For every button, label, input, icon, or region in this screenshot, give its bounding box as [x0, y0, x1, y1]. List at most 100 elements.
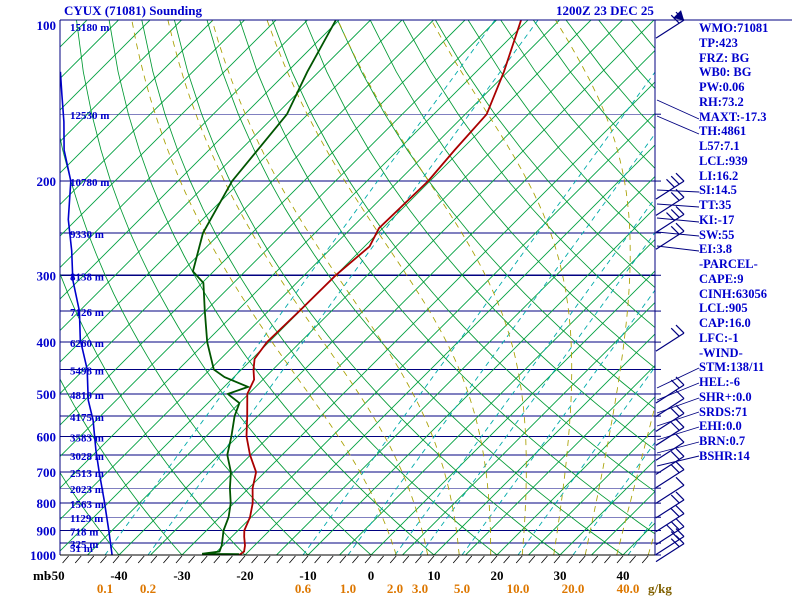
height-label: 9330 m — [70, 229, 104, 241]
isotherm-lines — [60, 20, 655, 555]
height-label: 1563 m — [70, 499, 104, 511]
wind-barb — [655, 518, 685, 546]
wind-barb — [655, 476, 685, 504]
station-title: CYUX (71081) Sounding — [64, 3, 202, 18]
wind-barb — [655, 324, 685, 352]
mixing-ratio-label: 0.6 — [295, 581, 312, 596]
moist-adiabat-lines — [131, 20, 655, 555]
stat-line: WMO:71081 — [699, 21, 769, 35]
height-label: 3583 m — [70, 432, 104, 444]
temp-tick-label: 40 — [617, 568, 630, 583]
stat-line: FRZ: BG — [699, 50, 750, 65]
stat-line: LCL:905 — [699, 301, 748, 316]
temp-tick-label: -20 — [236, 568, 253, 583]
height-label: 2513 m — [70, 468, 104, 480]
mixing-ratio-label: 40.0 — [617, 581, 640, 596]
height-label: 6260 m — [70, 338, 104, 350]
temp-tick-label: -50 — [47, 568, 64, 583]
pressure-label: 1000 — [30, 548, 56, 563]
stat-leader-lines — [656, 99, 700, 467]
mixing-ratio-label: 5.0 — [454, 581, 470, 596]
stat-line: CINH:63056 — [699, 286, 768, 301]
stat-line: HEL:-6 — [699, 375, 740, 389]
temp-tick-label: -10 — [299, 568, 316, 583]
stat-line: TH:4861 — [699, 124, 747, 139]
height-label: 10780 m — [70, 177, 109, 189]
pressure-label: 600 — [37, 429, 57, 444]
stat-line: WB0: BG — [699, 65, 752, 80]
height-label: 3028 m — [70, 451, 104, 463]
temp-tick-label: 10 — [428, 568, 441, 583]
height-label: 8138 m — [70, 271, 104, 283]
stat-line: -PARCEL- — [699, 257, 758, 271]
mixing-ratio-label: 3.0 — [412, 581, 428, 596]
dry-adiabat-lines — [60, 20, 655, 555]
aux-curve — [60, 71, 113, 555]
wind-barb — [655, 188, 685, 216]
stat-line: CAP:16.0 — [699, 316, 751, 330]
height-labels: 15180 m 12530 m 10780 m 9330 m 8138 m 7126 m 6… — [70, 22, 109, 555]
wind-barb — [655, 491, 685, 519]
wind-barb — [655, 535, 685, 563]
wind-barb — [655, 404, 685, 432]
wind-barb — [655, 172, 685, 200]
temp-minor-ticks — [62, 555, 649, 564]
pressure-label: 300 — [37, 268, 57, 283]
pressure-label: 900 — [37, 524, 57, 539]
stat-line: BRN:0.7 — [699, 434, 746, 448]
wind-barb — [655, 447, 685, 475]
height-label: 4175 m — [70, 412, 104, 424]
stat-line: LFC:-1 — [699, 330, 739, 345]
dewpoint-trace — [191, 20, 337, 555]
height-label: 7126 m — [70, 307, 104, 319]
wind-barb — [655, 433, 685, 461]
pressure-label: 400 — [37, 335, 57, 350]
mixing-ratio-label: 1.0 — [340, 581, 356, 596]
pressure-label: 800 — [37, 496, 57, 511]
mixing-ratio-label: 0.1 — [97, 581, 113, 596]
stat-line: STM:138/11 — [699, 360, 765, 375]
stats-panel: WMO:71081 TP:423 FRZ: BG WB0: BG PW:0.06 RH:7… — [699, 21, 768, 464]
mixing-ratio-label: 10.0 — [507, 581, 530, 596]
temp-tick-label: 0 — [368, 568, 375, 583]
temp-tick-label: -40 — [110, 568, 127, 583]
pressure-labels: 100 200 300 400 500 600 700 800 900 1000 — [30, 18, 56, 563]
stat-line: RH:73.2 — [699, 94, 744, 109]
pressure-label: 200 — [37, 174, 57, 189]
stat-line: MAXT:-17.3 — [699, 109, 767, 124]
stat-line: PW:0.06 — [699, 80, 745, 94]
temp-tick-label: 20 — [491, 568, 504, 583]
wind-barb — [655, 418, 685, 446]
stat-line: LI:16.2 — [699, 168, 739, 183]
mixing-ratio-label: 0.2 — [140, 581, 156, 596]
stat-line: TT:35 — [699, 198, 732, 212]
stat-line: EHI:0.0 — [699, 419, 742, 434]
temperature-trace — [238, 20, 522, 555]
height-label: 718 m — [70, 527, 98, 539]
height-label: 51 m — [70, 543, 93, 555]
stat-line: BSHR:14 — [699, 448, 750, 463]
pressure-gridlines — [60, 19, 655, 556]
wind-barb — [655, 10, 685, 39]
height-label: 5498 m — [70, 365, 104, 377]
gkg-unit-label: g/kg — [648, 581, 672, 596]
mixing-ratio-label: 20.0 — [562, 581, 585, 596]
stat-line: SHR+:0.0 — [699, 389, 752, 404]
mixing-ratio-lines — [104, 20, 655, 555]
stat-line: KI:-17 — [699, 212, 735, 227]
pressure-label: 100 — [37, 18, 57, 33]
wind-barb — [655, 505, 685, 533]
stat-line: SI:14.5 — [699, 183, 737, 198]
wind-barb — [655, 222, 685, 250]
height-label: 325 m — [70, 539, 98, 551]
stat-line: TP:423 — [699, 35, 738, 50]
pressure-label: 500 — [37, 387, 57, 402]
pressure-label: 700 — [37, 465, 57, 480]
temp-tick-label: 30 — [554, 568, 567, 583]
stat-line: SW:55 — [699, 227, 735, 242]
stat-line: L57:7.1 — [699, 139, 740, 153]
temp-tick-label: -30 — [173, 568, 190, 583]
mixing-ratio-label: 2.0 — [387, 581, 403, 596]
